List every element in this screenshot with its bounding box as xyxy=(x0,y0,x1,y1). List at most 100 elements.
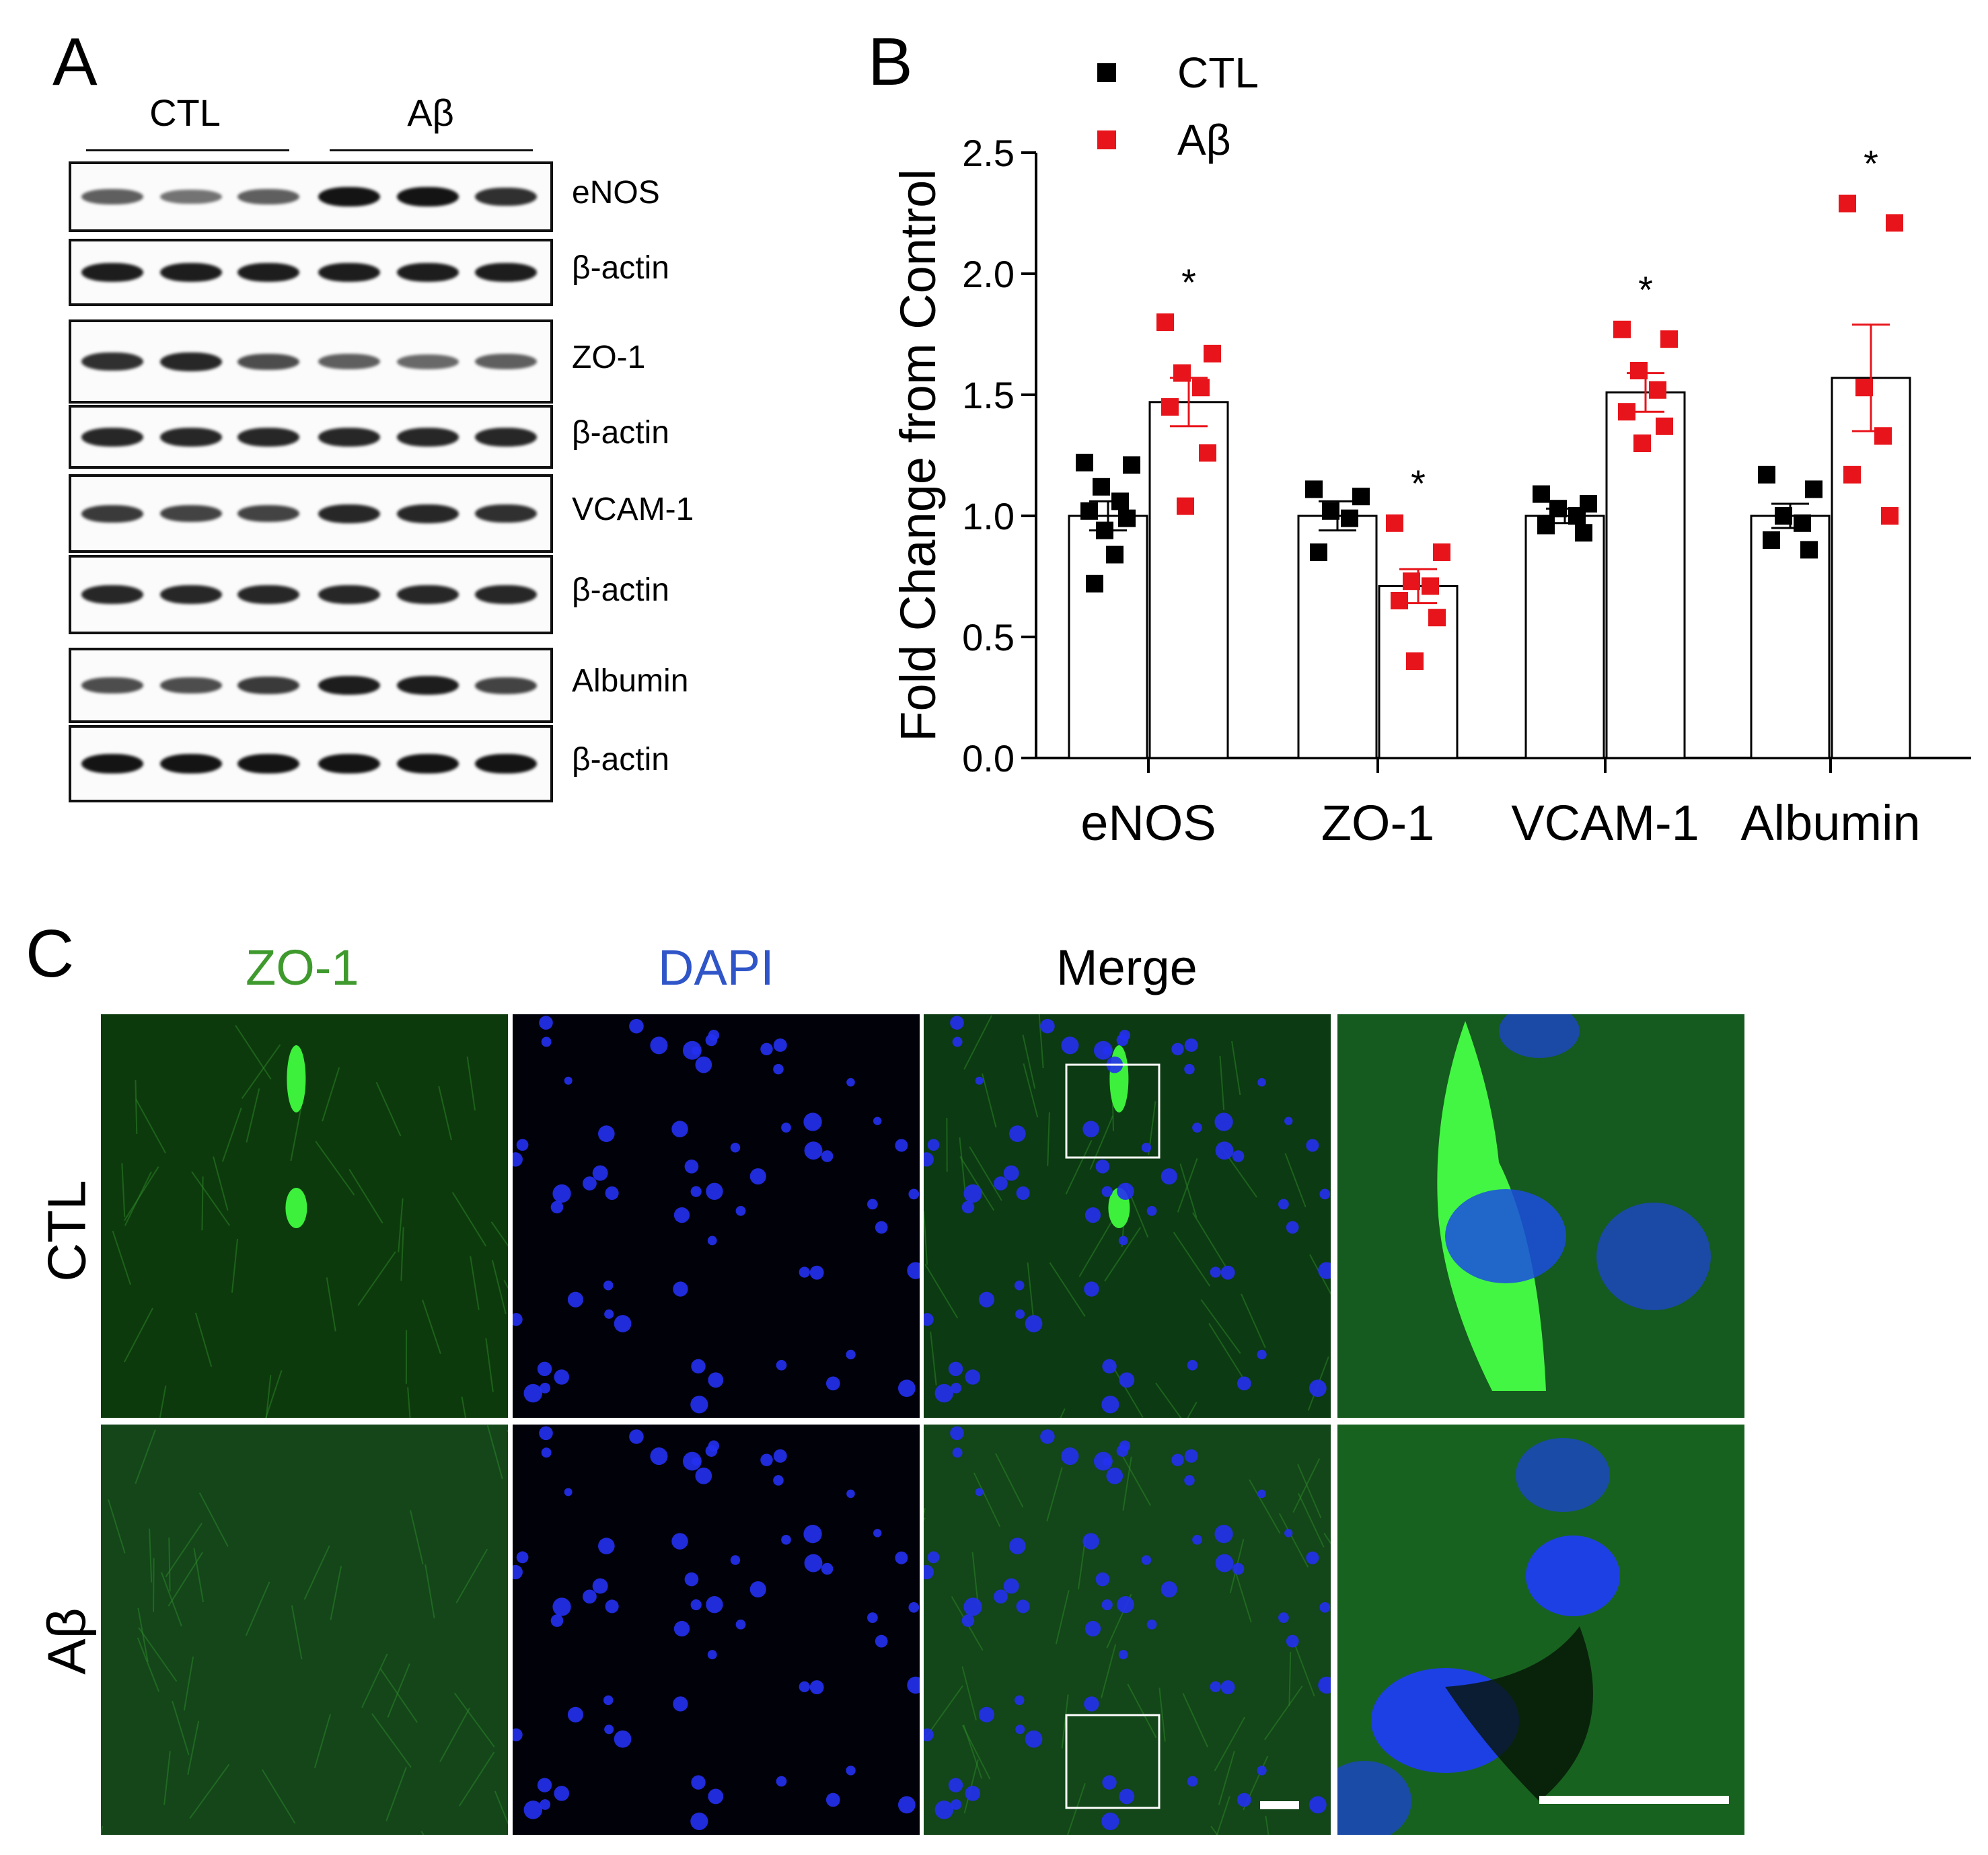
blot-label: Albumin xyxy=(572,663,689,699)
data-point xyxy=(1649,381,1666,399)
row-header-abeta: Aβ xyxy=(37,1607,97,1675)
panel-b-letter: B xyxy=(868,24,913,100)
data-point xyxy=(1886,214,1903,232)
micrograph-zo1-ctl xyxy=(101,1014,508,1418)
blot-band xyxy=(397,504,459,523)
blot-band xyxy=(397,428,459,447)
y-tick-label: 1.5 xyxy=(962,374,1015,416)
data-point xyxy=(1305,480,1323,498)
blot-strip xyxy=(69,319,553,404)
blot-band xyxy=(318,354,380,369)
blot-label: ZO-1 xyxy=(572,339,646,375)
data-point xyxy=(1537,517,1555,535)
blot-label: β-actin xyxy=(572,250,669,286)
data-point xyxy=(1093,478,1110,496)
micrograph-dapi-ctl xyxy=(513,1014,920,1418)
row-header-ctl: CTL xyxy=(36,1180,97,1282)
blot-band xyxy=(160,263,222,282)
blot-band xyxy=(81,263,143,282)
blot-band xyxy=(160,352,222,371)
blot-band xyxy=(81,352,143,371)
blot-band xyxy=(237,754,299,773)
data-point xyxy=(1800,541,1818,559)
panel-c-letter: C xyxy=(26,916,75,991)
x-tick-label: eNOS xyxy=(1080,795,1216,851)
data-point xyxy=(1341,509,1358,527)
blot-strip xyxy=(69,161,553,232)
blot-band xyxy=(318,754,380,773)
blot-band xyxy=(475,754,537,773)
blot-band xyxy=(475,428,537,447)
blot-band xyxy=(397,187,459,206)
blot-band xyxy=(397,585,459,604)
blot-band xyxy=(160,754,222,773)
micrograph-zo1-abeta xyxy=(101,1425,508,1835)
blot-band xyxy=(397,354,459,369)
blot-band xyxy=(237,428,299,447)
data-point xyxy=(1161,398,1179,416)
blot-band xyxy=(160,505,222,522)
blot-strip xyxy=(69,239,553,306)
column-header-zo1: ZO-1 xyxy=(246,940,359,995)
data-point xyxy=(1080,502,1098,520)
data-point xyxy=(1794,514,1811,532)
blot-band xyxy=(160,428,222,447)
panel-a-letter: A xyxy=(52,24,98,100)
data-point xyxy=(1839,194,1856,213)
data-point xyxy=(1433,543,1450,561)
blot-band xyxy=(475,263,537,282)
group-line-ctl xyxy=(86,149,289,151)
data-point xyxy=(1805,480,1823,498)
legend-marker xyxy=(1097,63,1116,82)
blot-strip xyxy=(69,555,553,634)
blot-band xyxy=(318,504,380,523)
x-tick-label: ZO-1 xyxy=(1321,795,1435,851)
blot-strip xyxy=(69,405,553,469)
blot-band xyxy=(160,190,222,204)
data-point xyxy=(1533,485,1550,503)
blot-band xyxy=(160,677,222,693)
data-point xyxy=(1391,592,1408,609)
data-point xyxy=(1086,574,1103,593)
data-point xyxy=(1758,465,1775,484)
data-point xyxy=(1575,524,1592,542)
blot-strip xyxy=(69,725,553,802)
blot-label: β-actin xyxy=(572,572,669,608)
blot-band xyxy=(237,189,299,204)
blot-band xyxy=(81,754,143,773)
micrograph-merge-abeta xyxy=(924,1425,1331,1835)
data-point xyxy=(1386,514,1403,532)
blot-band xyxy=(475,677,537,694)
data-point xyxy=(1406,652,1424,670)
group-line-abeta xyxy=(330,149,533,151)
blot-band xyxy=(81,505,143,523)
blot-band xyxy=(237,585,299,604)
data-point xyxy=(1843,465,1861,484)
legend-label: Aβ xyxy=(1177,116,1231,164)
data-point xyxy=(1192,379,1210,397)
data-point xyxy=(1763,531,1780,549)
group-label-ctl: CTL xyxy=(149,91,221,134)
data-point xyxy=(1633,434,1651,452)
blot-band xyxy=(160,585,222,604)
y-tick-label: 1.0 xyxy=(962,495,1015,537)
blot-band xyxy=(81,677,143,693)
data-point xyxy=(1199,444,1216,462)
blot-band xyxy=(318,187,380,206)
blot-band xyxy=(81,428,143,447)
y-tick-label: 2.0 xyxy=(962,253,1015,295)
blot-band xyxy=(397,754,459,773)
significance-star: * xyxy=(1181,261,1196,303)
bar xyxy=(1524,515,1605,759)
x-tick-label: Albumin xyxy=(1740,795,1920,851)
legend-label: CTL xyxy=(1177,48,1259,97)
data-point xyxy=(1310,543,1327,561)
blot-band xyxy=(318,585,380,604)
significance-star: * xyxy=(1638,268,1653,311)
blot-band xyxy=(81,189,143,204)
data-point xyxy=(1118,509,1136,527)
data-point xyxy=(1656,417,1673,435)
bar-chart: 0.0 0.5 1.0 1.5 2.0 2.5 Fold Change from Contr… xyxy=(890,48,1971,851)
micrograph-zoom-abeta xyxy=(1337,1425,1744,1835)
bar xyxy=(1831,377,1911,759)
